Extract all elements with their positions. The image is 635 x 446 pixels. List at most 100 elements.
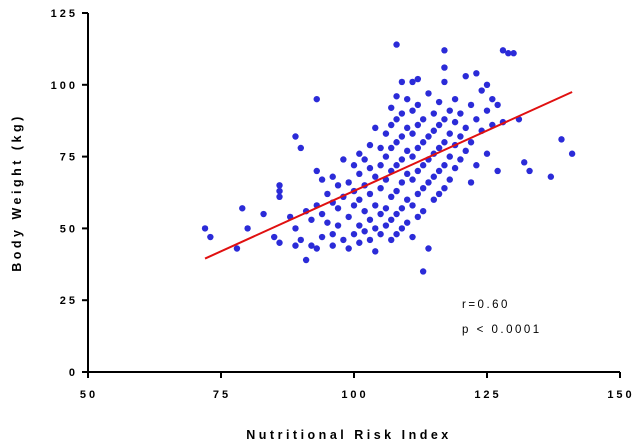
data-point xyxy=(446,153,453,160)
data-point xyxy=(292,225,299,232)
data-point xyxy=(441,116,448,123)
data-point xyxy=(414,101,422,109)
data-point xyxy=(419,184,427,192)
data-point xyxy=(441,139,448,146)
data-point xyxy=(467,179,475,186)
data-point xyxy=(345,213,352,221)
x-tick-label: 50 xyxy=(80,389,98,401)
data-point xyxy=(435,190,443,198)
x-axis-title: Nutritional Risk Index xyxy=(246,428,452,442)
data-point xyxy=(313,245,320,252)
data-point xyxy=(372,124,379,132)
data-point xyxy=(393,139,400,146)
data-point xyxy=(409,107,416,114)
data-point xyxy=(414,121,422,129)
data-point xyxy=(494,167,501,175)
data-point xyxy=(318,210,326,218)
data-point xyxy=(356,170,363,178)
y-tick-label: 25 xyxy=(60,295,78,307)
data-point xyxy=(302,256,310,264)
data-point xyxy=(441,47,448,54)
data-point xyxy=(430,127,437,134)
data-point xyxy=(393,116,400,123)
data-point xyxy=(340,236,347,244)
data-point xyxy=(388,236,395,244)
data-point xyxy=(414,75,422,83)
data-point xyxy=(457,110,464,117)
data-point xyxy=(361,228,368,235)
y-tick-label: 125 xyxy=(51,8,78,20)
data-point xyxy=(372,248,379,255)
data-point xyxy=(345,245,352,252)
data-point xyxy=(382,153,390,160)
data-point xyxy=(430,110,437,117)
data-point xyxy=(404,95,411,103)
data-point xyxy=(435,121,443,129)
data-point xyxy=(313,95,320,103)
data-point xyxy=(398,78,406,86)
data-point xyxy=(521,159,528,166)
data-point xyxy=(318,176,326,183)
data-point xyxy=(483,107,491,114)
data-point xyxy=(366,164,374,172)
data-point xyxy=(276,182,283,189)
data-point xyxy=(398,225,406,232)
data-point xyxy=(297,236,304,244)
data-point xyxy=(382,205,390,212)
data-point xyxy=(483,150,491,157)
data-point xyxy=(441,184,448,192)
x-tick-label: 100 xyxy=(341,389,368,401)
data-point xyxy=(201,225,209,232)
data-point xyxy=(451,95,459,103)
regression-line xyxy=(204,91,573,260)
data-point xyxy=(292,242,299,249)
data-point xyxy=(409,153,416,160)
data-point xyxy=(271,233,278,241)
data-point xyxy=(483,81,491,89)
data-point xyxy=(356,239,363,246)
data-point xyxy=(318,233,326,241)
correlation-annotation: r=0.60 xyxy=(462,299,510,311)
data-point xyxy=(350,202,358,209)
data-point xyxy=(377,162,384,169)
p-value-annotation: p < 0.0001 xyxy=(462,324,542,336)
data-point xyxy=(345,179,352,186)
data-point xyxy=(393,210,400,218)
data-point xyxy=(356,196,363,203)
data-point xyxy=(356,222,363,229)
data-point xyxy=(404,219,411,226)
data-point xyxy=(382,222,390,229)
x-axis: 50 75 100 125 150 xyxy=(80,371,632,401)
data-point xyxy=(510,50,517,57)
data-point xyxy=(409,130,416,137)
data-point xyxy=(398,110,406,117)
data-point xyxy=(244,225,251,232)
data-point xyxy=(419,268,427,275)
data-point xyxy=(435,98,443,106)
data-point xyxy=(377,184,384,192)
data-point xyxy=(372,225,379,232)
y-tick-label: 75 xyxy=(60,152,78,164)
data-point xyxy=(425,245,432,252)
y-ticks: 0 25 50 75 100 125 xyxy=(51,8,88,379)
data-point xyxy=(377,210,384,218)
data-point xyxy=(505,50,512,57)
data-point xyxy=(372,202,379,209)
data-point xyxy=(361,207,368,215)
data-point xyxy=(393,162,400,169)
data-point xyxy=(430,173,437,180)
data-point xyxy=(350,230,358,238)
data-point xyxy=(467,139,475,146)
data-point xyxy=(414,167,422,175)
data-point xyxy=(329,173,336,180)
data-point xyxy=(361,156,368,163)
data-point xyxy=(494,101,501,109)
data-point xyxy=(334,182,342,189)
data-point xyxy=(441,78,448,86)
data-point xyxy=(414,190,422,198)
data-point xyxy=(404,147,411,155)
data-point xyxy=(473,70,480,77)
data-point xyxy=(425,179,432,186)
data-point xyxy=(260,210,267,218)
